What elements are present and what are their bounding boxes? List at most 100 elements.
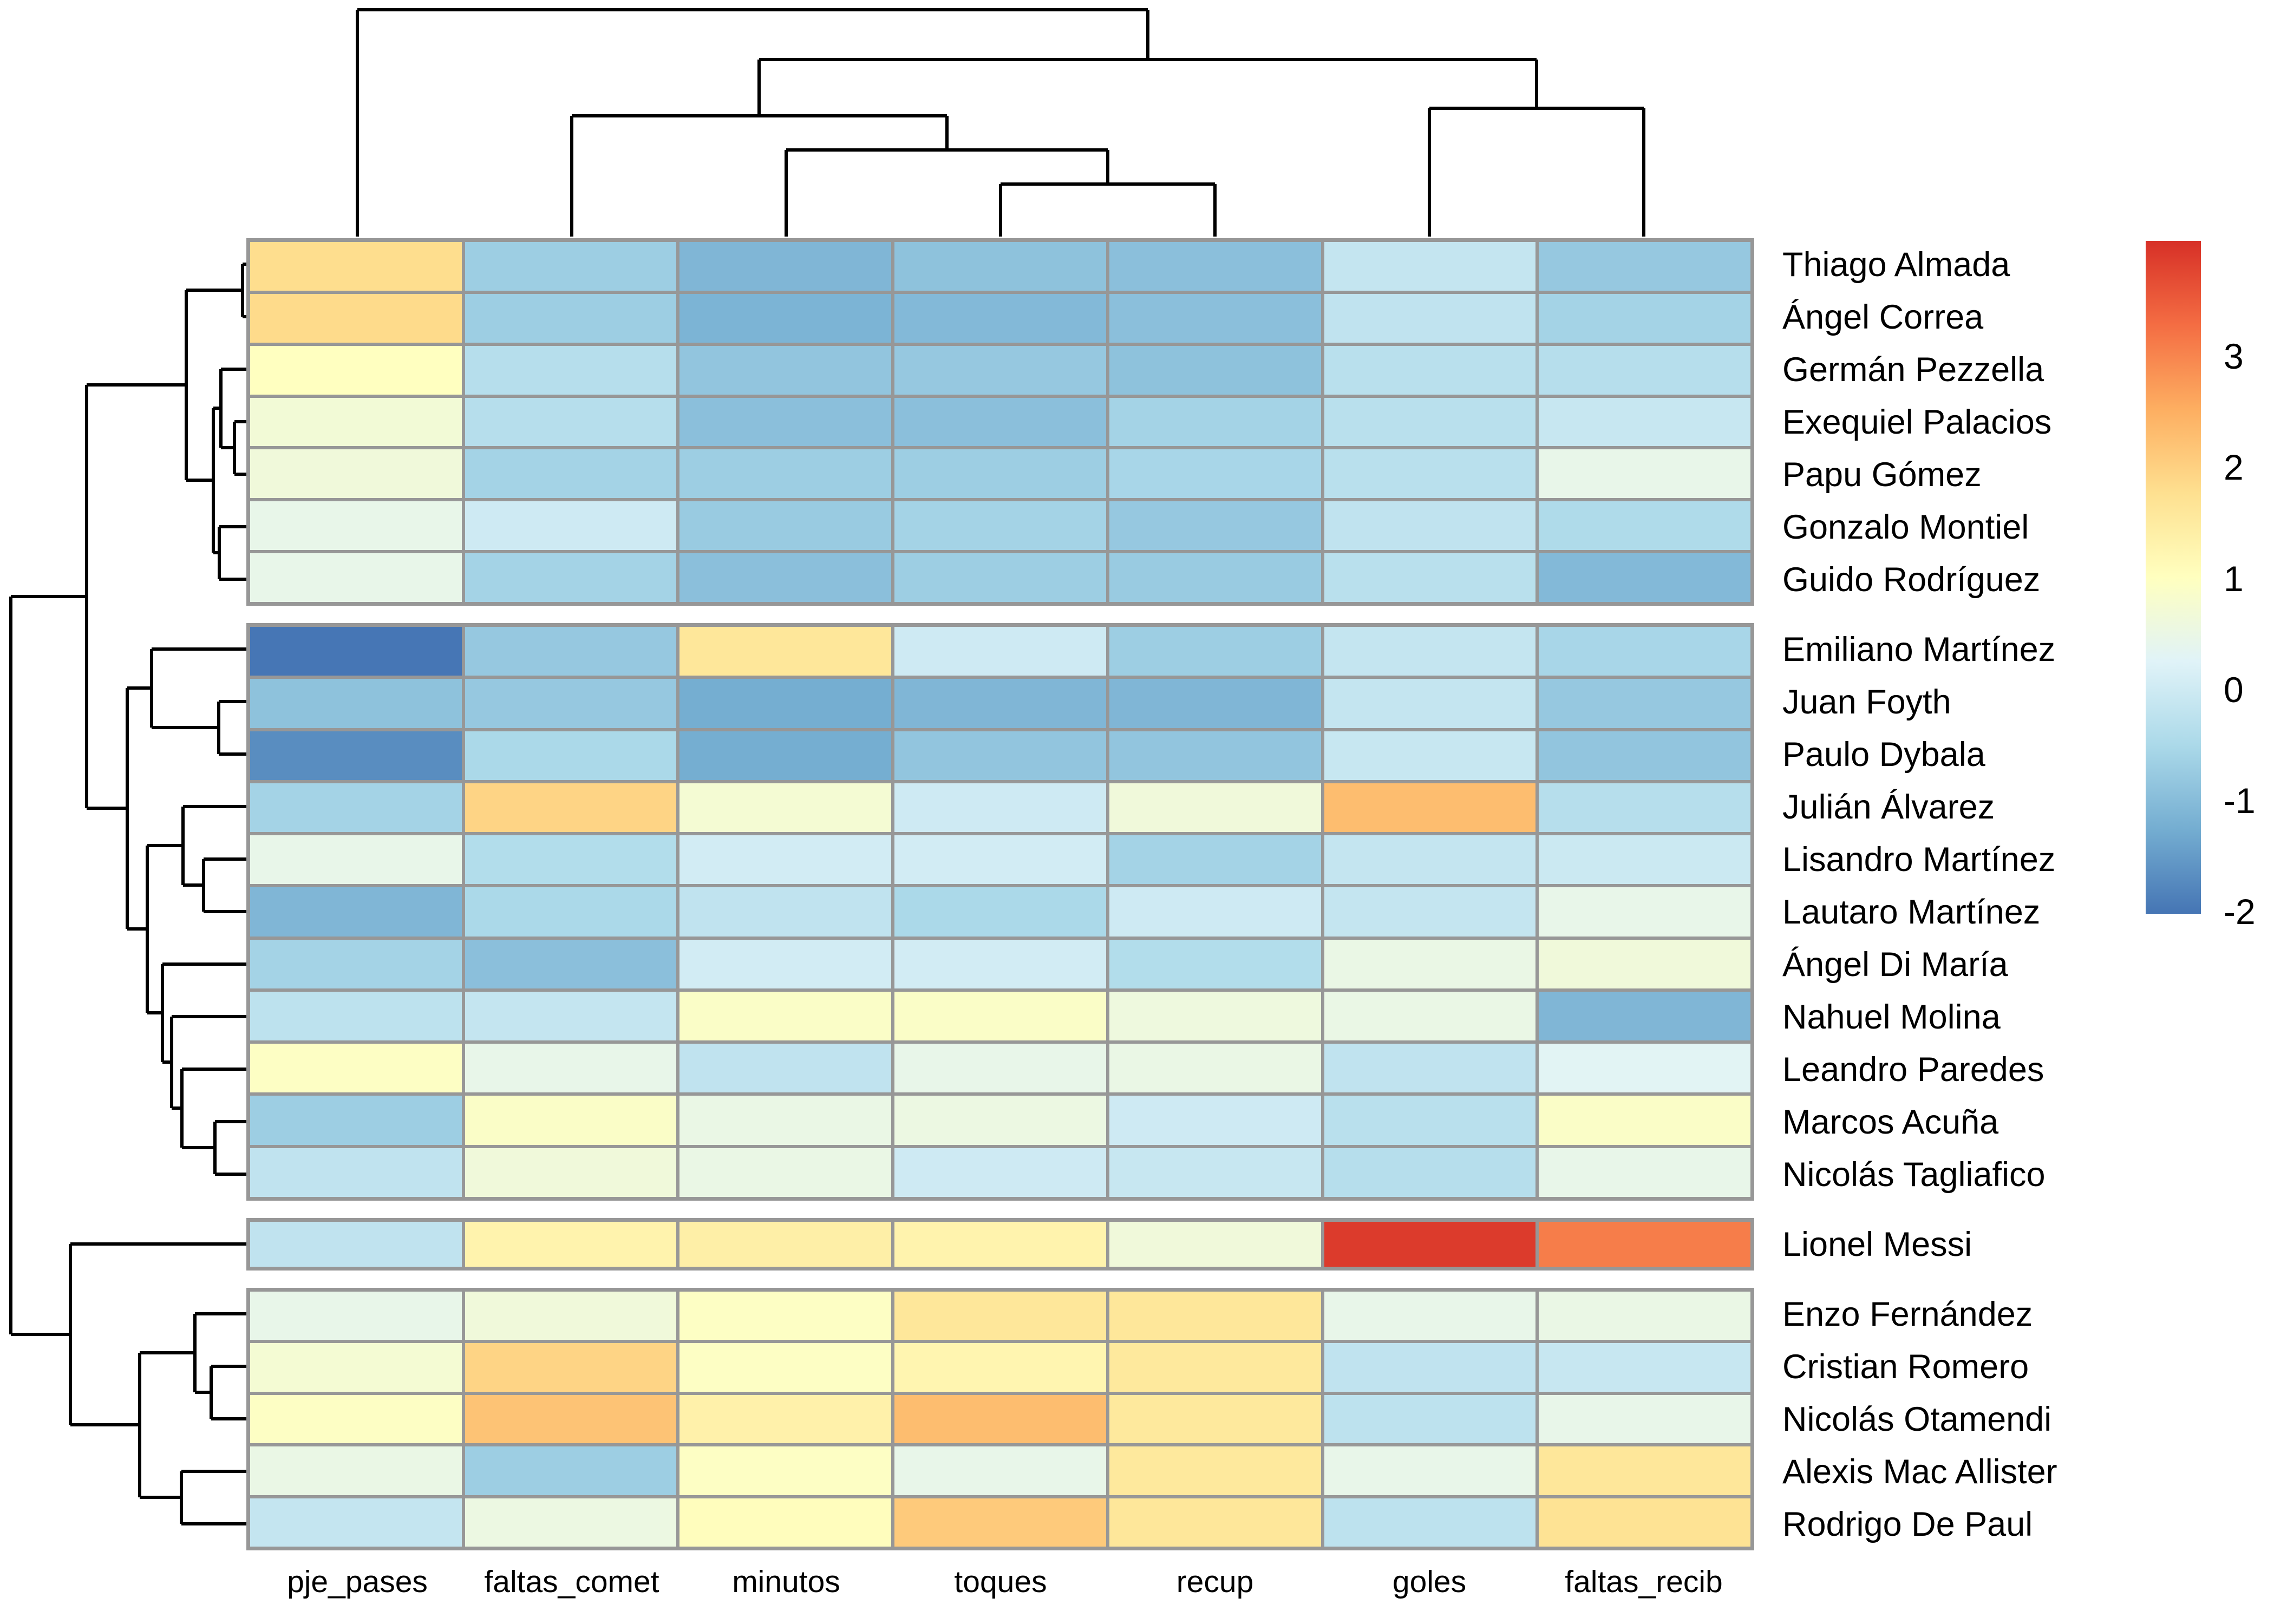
row-label: Emiliano Martínez [1782,630,2056,669]
heatmap-cell [894,731,1106,780]
heatmap-cell [679,1148,892,1197]
row-label: Nicolás Otamendi [1782,1400,2052,1438]
heatmap-cell [1539,1292,1750,1340]
heatmap-cell [465,1498,677,1547]
row-label: Nicolás Tagliafico [1782,1155,2046,1194]
heatmap-cell [250,1343,462,1392]
heatmap-cell [894,1394,1106,1444]
heatmap-cell [679,242,892,291]
heatmap-cell [1539,1446,1750,1495]
heatmap-cell [465,1096,677,1145]
row-label: Lautaro Martínez [1782,893,2041,931]
heatmap-cell [250,293,462,343]
heatmap-cell [1539,345,1750,395]
heatmap-cell [1324,887,1536,937]
heatmap-cell [250,1498,462,1547]
heatmap-cell [1109,1148,1321,1197]
row-label: Papu Gómez [1782,455,1982,494]
heatmap-cell [465,1148,677,1197]
heatmap-cell [679,501,892,551]
heatmap-cell [1539,553,1750,602]
heatmap-cell [250,627,462,676]
heatmap-cell [894,991,1106,1041]
heatmap-cell [1109,679,1321,728]
heatmap-cell [1539,939,1750,988]
heatmap-cell [679,783,892,833]
heatmap-cell [1324,679,1536,728]
heatmap-cell [679,679,892,728]
heatmap-cell [1324,1222,1536,1267]
legend-colorbar [2146,241,2201,914]
row-label: Guido Rodríguez [1782,560,2041,599]
heatmap-cell [465,553,677,602]
heatmap-cell [894,1292,1106,1340]
heatmap-cell [894,679,1106,728]
row-label: Thiago Almada [1782,245,2010,284]
heatmap-cell [465,991,677,1041]
column-label: goles [1392,1564,1467,1599]
heatmap-cell [894,835,1106,885]
heatmap-cell [894,1446,1106,1495]
heatmap-cell [1109,939,1321,988]
heatmap-cell [250,1446,462,1495]
heatmap-cell [250,501,462,551]
heatmap-cell [1324,991,1536,1041]
heatmap-cell [1324,1044,1536,1093]
heatmap-cell [1109,783,1321,833]
heatmap-cell [894,449,1106,499]
heatmap-cell [1324,835,1536,885]
heatmap-cell [1539,627,1750,676]
heatmap-cell [1109,1343,1321,1392]
heatmap-cell [1539,1148,1750,1197]
heatmap-cell [465,449,677,499]
heatmap-cell [1324,345,1536,395]
row-label: Enzo Fernández [1782,1295,2033,1333]
heatmap-cell [465,783,677,833]
row-label: Ángel Di María [1782,945,2008,984]
heatmap-cell [679,449,892,499]
heatmap-cell [1539,1343,1750,1392]
heatmap-cell [679,1343,892,1392]
legend-tick-label: 0 [2224,669,2244,710]
heatmap-cell [1324,1292,1536,1340]
row-label: Marcos Acuña [1782,1103,1999,1141]
row-label: Paulo Dybala [1782,735,1985,774]
heatmap-cell [894,501,1106,551]
heatmap-cell [1539,731,1750,780]
heatmap-cell [1109,1292,1321,1340]
heatmap-cell [250,1394,462,1444]
heatmap-cell [679,627,892,676]
heatmap-cell [894,1498,1106,1547]
heatmap-cell [465,397,677,447]
row-label: Germán Pezzella [1782,350,2044,389]
heatmap-cell [1324,553,1536,602]
heatmap-cell [465,731,677,780]
heatmap-cell [1539,501,1750,551]
heatmap-cell [1109,1394,1321,1444]
heatmap-cell [1539,397,1750,447]
heatmap-cell [1539,449,1750,499]
heatmap-cell [679,991,892,1041]
column-label: toques [954,1564,1047,1599]
heatmap-cell [1324,1498,1536,1547]
heatmap-cell [679,1292,892,1340]
heatmap-cell [250,1044,462,1093]
heatmap-cell [894,1343,1106,1392]
heatmap-cell [465,501,677,551]
heatmap-cell [1324,293,1536,343]
heatmap-cell [1539,1498,1750,1547]
heatmap-cell [1539,293,1750,343]
row-label: Lisandro Martínez [1782,840,2056,879]
heatmap-cell [894,1148,1106,1197]
heatmap-cell [679,887,892,937]
heatmap-cell [679,835,892,885]
heatmap-cell [250,835,462,885]
heatmap-cell [1109,1222,1321,1267]
heatmap-cell [894,1222,1106,1267]
heatmap-cell [250,553,462,602]
heatmap-cell [679,1498,892,1547]
heatmap-cell [679,553,892,602]
heatmap-cell [894,397,1106,447]
heatmap-cell [1539,1096,1750,1145]
